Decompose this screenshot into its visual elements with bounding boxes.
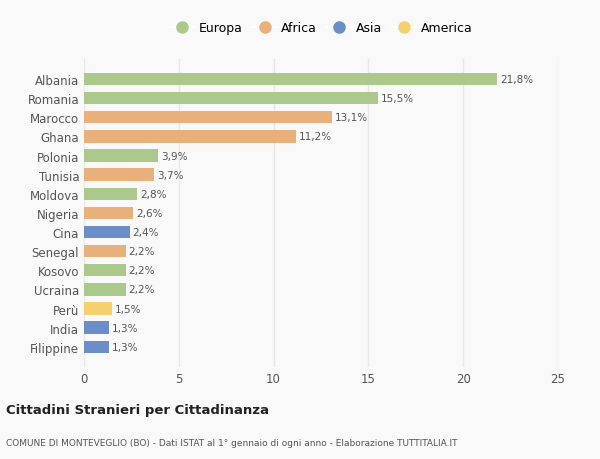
- Bar: [84, 169, 154, 181]
- Bar: [84, 188, 137, 201]
- Text: 11,2%: 11,2%: [299, 132, 332, 142]
- Text: 2,6%: 2,6%: [136, 208, 163, 218]
- Text: 21,8%: 21,8%: [500, 75, 533, 85]
- Bar: [84, 112, 332, 124]
- Text: 2,2%: 2,2%: [128, 246, 155, 257]
- Text: 2,4%: 2,4%: [133, 228, 159, 237]
- Text: 3,7%: 3,7%: [157, 170, 184, 180]
- Text: 2,8%: 2,8%: [140, 190, 166, 199]
- Text: Cittadini Stranieri per Cittadinanza: Cittadini Stranieri per Cittadinanza: [6, 403, 269, 416]
- Text: 13,1%: 13,1%: [335, 113, 368, 123]
- Text: 2,2%: 2,2%: [128, 285, 155, 295]
- Text: 1,5%: 1,5%: [115, 304, 142, 314]
- Bar: [84, 302, 112, 315]
- Bar: [84, 341, 109, 353]
- Text: COMUNE DI MONTEVEGLIO (BO) - Dati ISTAT al 1° gennaio di ogni anno - Elaborazion: COMUNE DI MONTEVEGLIO (BO) - Dati ISTAT …: [6, 438, 458, 447]
- Text: 15,5%: 15,5%: [381, 94, 414, 104]
- Bar: [84, 131, 296, 143]
- Bar: [84, 322, 109, 334]
- Bar: [84, 207, 133, 220]
- Bar: [84, 73, 497, 86]
- Bar: [84, 284, 126, 296]
- Text: 3,9%: 3,9%: [161, 151, 187, 161]
- Bar: [84, 226, 130, 239]
- Text: 1,3%: 1,3%: [112, 323, 138, 333]
- Bar: [84, 264, 126, 277]
- Bar: [84, 150, 158, 162]
- Text: 1,3%: 1,3%: [112, 342, 138, 352]
- Text: 2,2%: 2,2%: [128, 266, 155, 276]
- Bar: [84, 93, 378, 105]
- Legend: Europa, Africa, Asia, America: Europa, Africa, Asia, America: [167, 20, 475, 38]
- Bar: [84, 246, 126, 258]
